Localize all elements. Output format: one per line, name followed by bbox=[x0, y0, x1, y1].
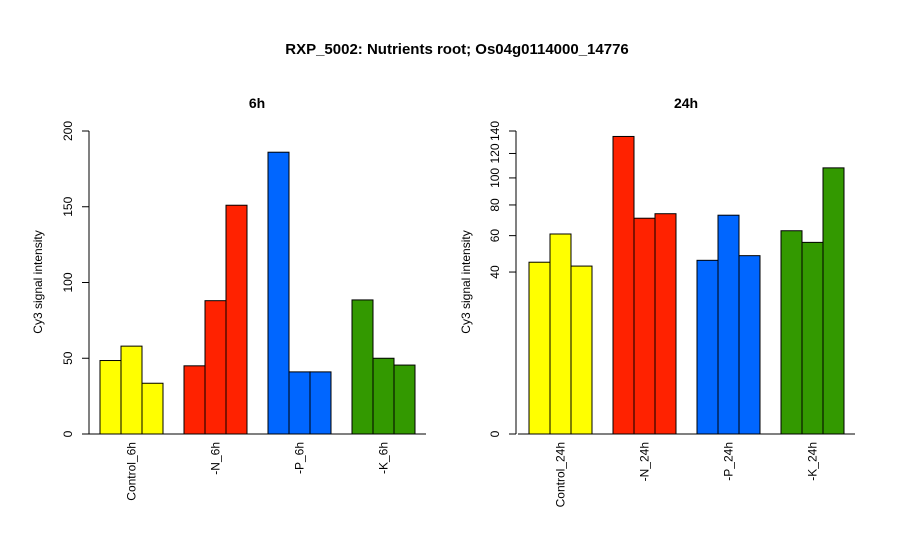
category-label: -N_6h bbox=[209, 442, 223, 475]
bar bbox=[372, 357, 395, 435]
panel-title-24h: 24h bbox=[674, 95, 698, 111]
bar bbox=[183, 365, 206, 435]
bar bbox=[120, 345, 143, 435]
bar bbox=[393, 364, 416, 435]
y-tick-label: 150 bbox=[61, 196, 75, 216]
bar bbox=[288, 371, 311, 435]
category-label: -N_24h bbox=[638, 442, 652, 481]
y-tick-label: 60 bbox=[488, 229, 502, 243]
category-label: -K_6h bbox=[377, 442, 391, 474]
y-tick-label: 140 bbox=[488, 121, 502, 141]
y-tick-label: 0 bbox=[61, 430, 75, 437]
bar bbox=[141, 382, 164, 435]
bar bbox=[738, 255, 761, 435]
category-label: -K_24h bbox=[806, 442, 820, 481]
bar bbox=[204, 300, 227, 435]
bar bbox=[99, 360, 122, 435]
y-tick-label: 100 bbox=[488, 168, 502, 188]
bar bbox=[225, 204, 248, 435]
y-axis-label-6h: Cy3 signal intensity bbox=[31, 230, 45, 333]
y-axis-24h: 0 40 60 80 100 120 140 bbox=[488, 121, 517, 437]
y-tick-label: 80 bbox=[488, 198, 502, 212]
category-label: Control_6h bbox=[125, 442, 139, 501]
y-axis-6h: 0 50 100 150 200 bbox=[61, 121, 90, 437]
bar bbox=[267, 151, 290, 435]
y-tick-label: 200 bbox=[61, 121, 75, 141]
y-tick-label: 50 bbox=[61, 351, 75, 365]
bars-6h bbox=[89, 151, 426, 435]
bars-24h bbox=[518, 135, 855, 435]
main-title: RXP_5002: Nutrients root; Os04g0114000_1… bbox=[285, 41, 629, 58]
category-labels-24h: Control_24h -N_24h -P_24h -K_24h bbox=[554, 442, 820, 507]
panel-title-6h: 6h bbox=[249, 95, 265, 111]
bar bbox=[309, 371, 332, 435]
y-axis-label-24h: Cy3 signal intensity bbox=[459, 230, 473, 333]
bar bbox=[801, 241, 824, 435]
panel-24h: 24h Cy3 signal intensity 0 40 60 80 100 120 14… bbox=[459, 95, 855, 507]
category-label: -P_24h bbox=[722, 442, 736, 481]
category-labels-6h: Control_6h -N_6h -P_6h -K_6h bbox=[125, 442, 391, 501]
y-tick-label: 100 bbox=[61, 272, 75, 292]
bar bbox=[780, 230, 803, 435]
bar bbox=[549, 233, 572, 435]
y-tick-label: 120 bbox=[488, 143, 502, 163]
y-tick-label: 0 bbox=[488, 430, 502, 437]
panel-6h: 6h Cy3 signal intensity 0 50 100 150 200 Con… bbox=[31, 95, 426, 501]
bar bbox=[528, 261, 551, 435]
bar bbox=[822, 167, 845, 435]
bar bbox=[570, 265, 593, 435]
bar bbox=[612, 135, 635, 435]
bar bbox=[633, 217, 656, 435]
bar bbox=[351, 299, 374, 435]
category-label: -P_6h bbox=[293, 442, 307, 474]
bar bbox=[696, 259, 719, 435]
y-tick-label: 40 bbox=[488, 265, 502, 279]
bar bbox=[717, 214, 740, 435]
category-label: Control_24h bbox=[554, 442, 568, 507]
bar bbox=[654, 213, 677, 435]
